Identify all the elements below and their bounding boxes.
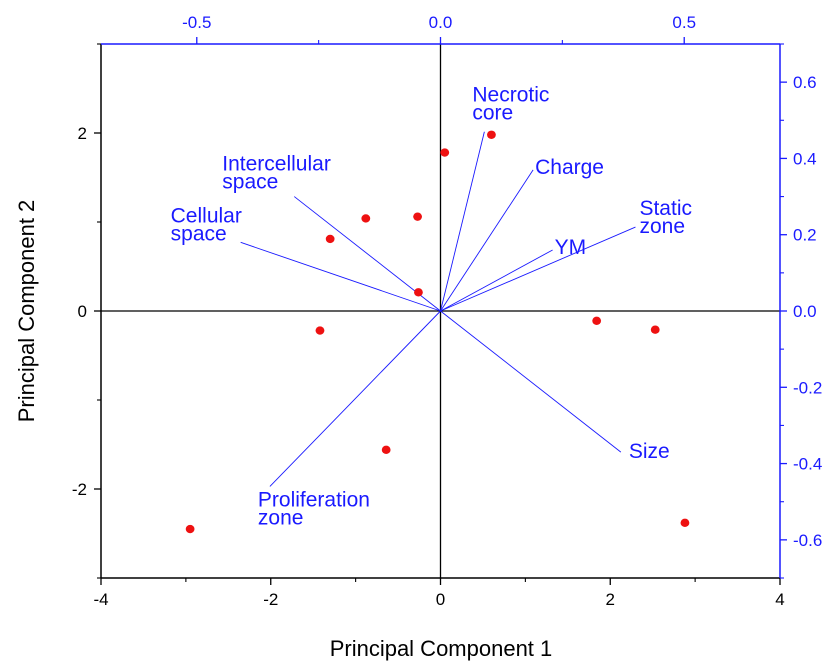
score-point	[487, 130, 496, 139]
loading-label-line: Static	[639, 197, 692, 220]
score-point	[315, 326, 325, 335]
score-point	[440, 148, 450, 157]
loading-vector	[240, 241, 441, 312]
score-point	[325, 234, 335, 244]
score-point	[680, 518, 690, 528]
top-tick-label: 0.0	[429, 13, 453, 32]
loading-vector	[440, 131, 485, 312]
score-point	[185, 524, 195, 534]
loading-label: Size	[629, 440, 670, 463]
loading-label: Intercellular space	[222, 153, 331, 194]
x-tick-label: 4	[775, 590, 784, 609]
score-point	[650, 325, 660, 334]
right-tick-label: 0.2	[793, 226, 817, 245]
score-point	[414, 288, 423, 297]
score-point	[381, 445, 391, 455]
loading-vector	[269, 310, 441, 487]
loading-label-line: zone	[639, 215, 685, 238]
loading-label-line: Size	[629, 440, 670, 463]
axis-ticks: -4 -2 0 2 4 -2 0 2 -0.5 0.0 0.5 0.6 0.4 0.2 0.0 -0.2 -0.…	[72, 13, 822, 609]
loading-label: YM	[555, 236, 587, 259]
y-tick-label: -2	[72, 480, 87, 499]
x-tick-label: -2	[263, 590, 278, 609]
y-axis-title: Principal Component 2	[14, 200, 39, 423]
loading-vector	[440, 226, 636, 312]
score-point	[592, 316, 602, 325]
x-tick-label: -4	[93, 590, 108, 609]
loading-label-line: Necrotic	[472, 84, 549, 107]
x-tick-label: 2	[606, 590, 615, 609]
loading-label: Necrotic core	[472, 84, 549, 125]
loading-vector	[440, 249, 553, 312]
loading-label: Proliferation zone	[258, 488, 370, 529]
loading-label: Charge	[535, 156, 604, 179]
x-tick-label: 0	[436, 590, 445, 609]
y-tick-label: 2	[78, 124, 87, 143]
right-tick-label: -0.2	[793, 378, 822, 397]
loading-label: Static zone	[639, 197, 692, 238]
loading-label-line: space	[222, 171, 278, 194]
loading-label-line: Intercellular	[222, 153, 331, 176]
right-tick-label: 0.0	[793, 302, 817, 321]
x-axis-title: Principal Component 1	[330, 636, 553, 661]
loading-label-line: YM	[555, 236, 587, 259]
top-tick-label: -0.5	[182, 13, 211, 32]
right-tick-label: -0.6	[793, 531, 822, 550]
loading-vector	[440, 169, 534, 312]
loading-label-line: space	[171, 222, 227, 245]
loading-vector	[440, 310, 622, 453]
score-point	[413, 212, 422, 221]
right-tick-label: 0.6	[793, 73, 817, 92]
loading-label-line: zone	[258, 506, 304, 529]
loading-label-line: Proliferation	[258, 488, 370, 511]
y-tick-label: 0	[78, 302, 87, 321]
score-point	[361, 214, 371, 223]
loading-label-line: Charge	[535, 156, 604, 179]
right-tick-label: -0.4	[793, 455, 822, 474]
loading-label: Cellular space	[171, 204, 242, 245]
score-points	[185, 130, 690, 534]
top-tick-label: 0.5	[672, 13, 696, 32]
loading-label-line: core	[472, 102, 513, 125]
right-tick-label: 0.4	[793, 149, 817, 168]
loading-label-line: Cellular	[171, 204, 242, 227]
